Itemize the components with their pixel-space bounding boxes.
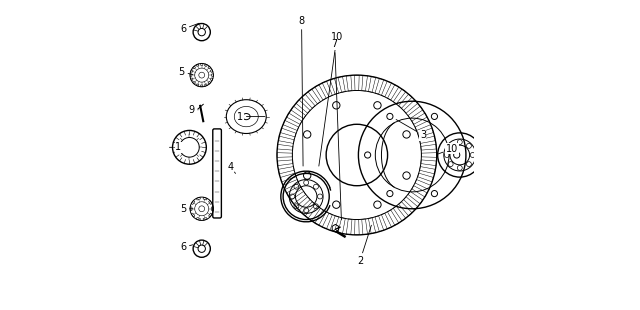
Text: 3: 3 [396, 120, 426, 140]
Text: 4: 4 [228, 162, 236, 173]
Text: 6: 6 [180, 23, 199, 34]
Text: 10: 10 [319, 32, 343, 166]
Text: 10: 10 [438, 144, 458, 154]
Text: 8: 8 [298, 16, 305, 166]
Text: 6: 6 [180, 242, 193, 252]
Text: 2: 2 [357, 225, 371, 266]
Text: 1: 1 [237, 112, 265, 122]
Text: 5: 5 [180, 204, 193, 214]
Text: 9: 9 [189, 105, 198, 115]
Text: 5: 5 [179, 67, 193, 77]
FancyBboxPatch shape [212, 129, 221, 218]
Text: 1: 1 [170, 142, 181, 152]
Text: 7: 7 [332, 39, 341, 220]
